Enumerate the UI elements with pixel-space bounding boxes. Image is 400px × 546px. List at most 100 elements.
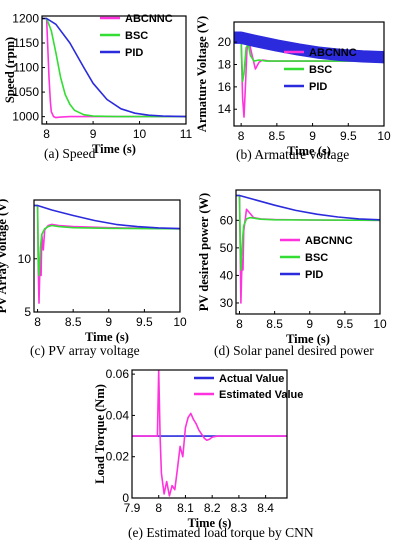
- legend-label-pid: PID: [305, 269, 323, 281]
- x-tick-label: 8: [236, 317, 243, 331]
- x-axis-title: Time (s): [85, 330, 129, 344]
- caption-load-torque: (e) Estimated load torque by CNN: [128, 525, 314, 540]
- chart-pv-desired-power: 8 8.5 9 9.5 10 30 40 50 60 Time (s) PV desired pow…: [197, 180, 400, 350]
- y-tick-label: 18: [218, 57, 232, 71]
- plot-frame: [131, 369, 288, 499]
- caption-armature-voltage: (b) Armature voltage: [236, 147, 350, 162]
- x-axis-title: Time (s): [286, 332, 330, 346]
- y-tick-label: 5: [24, 305, 31, 319]
- chart-pv-array-voltage: 8 8.5 9 9.5 10 5 10 Time (s) PV Array Voltage (V…: [0, 180, 200, 350]
- series-line-pid: [236, 194, 380, 221]
- y-tick-label: 0.06: [106, 367, 130, 381]
- chart-pv-array-voltage-svg: 8 8.5 9 9.5 10 5 10 Time (s) PV Array Voltage (V…: [0, 199, 187, 344]
- x-tick-label: 8.5: [65, 315, 82, 329]
- x-tick-label: 10: [133, 127, 147, 141]
- caption-speed: (a) Speed: [44, 146, 96, 161]
- x-tick-label: 9: [90, 127, 97, 141]
- x-tick-label: 10: [377, 129, 391, 143]
- legend: ABCNNC BSC PID: [284, 47, 357, 93]
- series-line-bsc: [234, 37, 384, 83]
- chart-armature-voltage: 8 8.5 9 9.5 10 14 16 18 20 Time (s) Armature Volta…: [195, 0, 400, 170]
- y-axis-title: PV Array Voltage (V): [0, 199, 9, 314]
- y-axis-title: Speed (rpm): [3, 37, 17, 103]
- y-axis-title: Armature Voltage (V): [195, 16, 209, 132]
- y-tick-label: 0: [122, 491, 129, 505]
- legend-label-pid: PID: [309, 81, 327, 93]
- x-tick-label: 9.5: [340, 129, 357, 143]
- y-tick-label: 60: [220, 213, 234, 227]
- y-tick-label: 0.04: [106, 408, 130, 422]
- y-tick-label: 0.02: [106, 450, 130, 464]
- y-axis-title: Load Torque (Nm): [93, 384, 107, 484]
- legend-label-abcnnc: ABCNNC: [125, 13, 173, 25]
- x-tick-label: 8: [34, 315, 41, 329]
- x-tick-label: 8: [43, 127, 50, 141]
- series-line-abcnnc: [236, 194, 380, 304]
- y-tick-label: 10: [18, 252, 32, 266]
- y-tick-label: 1200: [12, 11, 39, 25]
- x-tick-label: 8.4: [257, 501, 274, 515]
- chart-speed-svg: 8 9 10 11 1000 1050 1100 1150 1200 Time (s) Speed …: [3, 11, 193, 156]
- chart-pv-desired-power-svg: 8 8.5 9 9.5 10 30 40 50 60 Time (s) PV desired pow…: [197, 189, 387, 346]
- y-tick-label: 40: [220, 268, 234, 282]
- caption-pv-array-voltage: (c) PV array voltage: [30, 343, 140, 358]
- series-line-pid: [34, 204, 180, 230]
- series-line-bsc: [236, 194, 380, 271]
- legend-label-pid: PID: [125, 47, 143, 59]
- x-tick-label: 8.3: [231, 501, 248, 515]
- x-tick-label: 9: [105, 315, 112, 329]
- x-tick-label: 8: [238, 129, 245, 143]
- chart-load-torque: 7.9 8 8.1 8.2 8.3 8.4 0 0.02 0.04 0.06 Time (s) Loa…: [93, 360, 303, 530]
- legend-label-estimated-value: Estimated Value: [219, 389, 303, 401]
- legend-label-abcnnc: ABCNNC: [309, 47, 357, 59]
- x-tick-label: 10: [373, 317, 387, 331]
- plot-frame: [235, 189, 381, 315]
- legend-label-actual-value: Actual Value: [219, 373, 284, 385]
- x-tick-label: 8.5: [266, 317, 283, 331]
- y-tick-label: 50: [220, 241, 234, 255]
- chart-load-torque-svg: 7.9 8 8.1 8.2 8.3 8.4 0 0.02 0.04 0.06 Time (s) Loa…: [93, 367, 303, 530]
- legend: ABCNNC BSC PID: [100, 13, 173, 59]
- x-axis-title: Time (s): [188, 516, 232, 530]
- x-tick-label: 8.2: [204, 501, 221, 515]
- y-tick-label: 30: [220, 296, 234, 310]
- legend-label-abcnnc: ABCNNC: [305, 235, 353, 247]
- x-tick-label: 9.5: [136, 315, 153, 329]
- y-tick-label: 1100: [13, 61, 39, 75]
- x-tick-label: 8.1: [177, 501, 194, 515]
- y-axis-title: PV desired power (W): [197, 193, 211, 311]
- legend-label-bsc: BSC: [305, 252, 328, 264]
- plot-area: [34, 204, 180, 304]
- x-tick-label: 8.5: [269, 129, 286, 143]
- y-tick-label: 1050: [12, 85, 39, 99]
- x-tick-label: 9.5: [337, 317, 354, 331]
- y-tick-label: 1000: [12, 110, 39, 124]
- plot-frame: [233, 21, 385, 127]
- chart-armature-voltage-svg: 8 8.5 9 9.5 10 14 16 18 20 Time (s) Armature Volta…: [195, 16, 391, 158]
- x-tick-label: 7.9: [124, 501, 141, 515]
- x-axis-title: Time (s): [92, 142, 136, 156]
- legend-label-bsc: BSC: [125, 30, 148, 42]
- x-tick-label: 9: [309, 129, 316, 143]
- series-line-pid: [42, 17, 186, 118]
- plot-area: [42, 17, 186, 119]
- x-tick-label: 10: [173, 315, 187, 329]
- series-line-abcnnc: [34, 204, 180, 304]
- plot-frame: [41, 15, 187, 125]
- y-tick-label: 20: [218, 35, 232, 49]
- series-line-pid: [234, 31, 384, 64]
- plot-area: [236, 194, 380, 304]
- chart-speed: 8 9 10 11 1000 1050 1100 1150 1200 Time (s) Speed …: [0, 0, 200, 170]
- x-tick-label: 9: [306, 317, 313, 331]
- plot-area: [234, 31, 384, 118]
- plot-area: [132, 370, 287, 497]
- series-line-estimated-value: [132, 370, 287, 497]
- series-line-bsc: [34, 204, 180, 277]
- legend: ABCNNC BSC PID: [280, 235, 353, 281]
- caption-pv-desired-power: (d) Solar panel desired power: [214, 343, 374, 358]
- y-tick-label: 16: [218, 80, 232, 94]
- x-tick-label: 11: [180, 127, 193, 141]
- plot-frame: [33, 199, 181, 313]
- x-tick-label: 8: [155, 501, 162, 515]
- legend-label-bsc: BSC: [309, 64, 332, 76]
